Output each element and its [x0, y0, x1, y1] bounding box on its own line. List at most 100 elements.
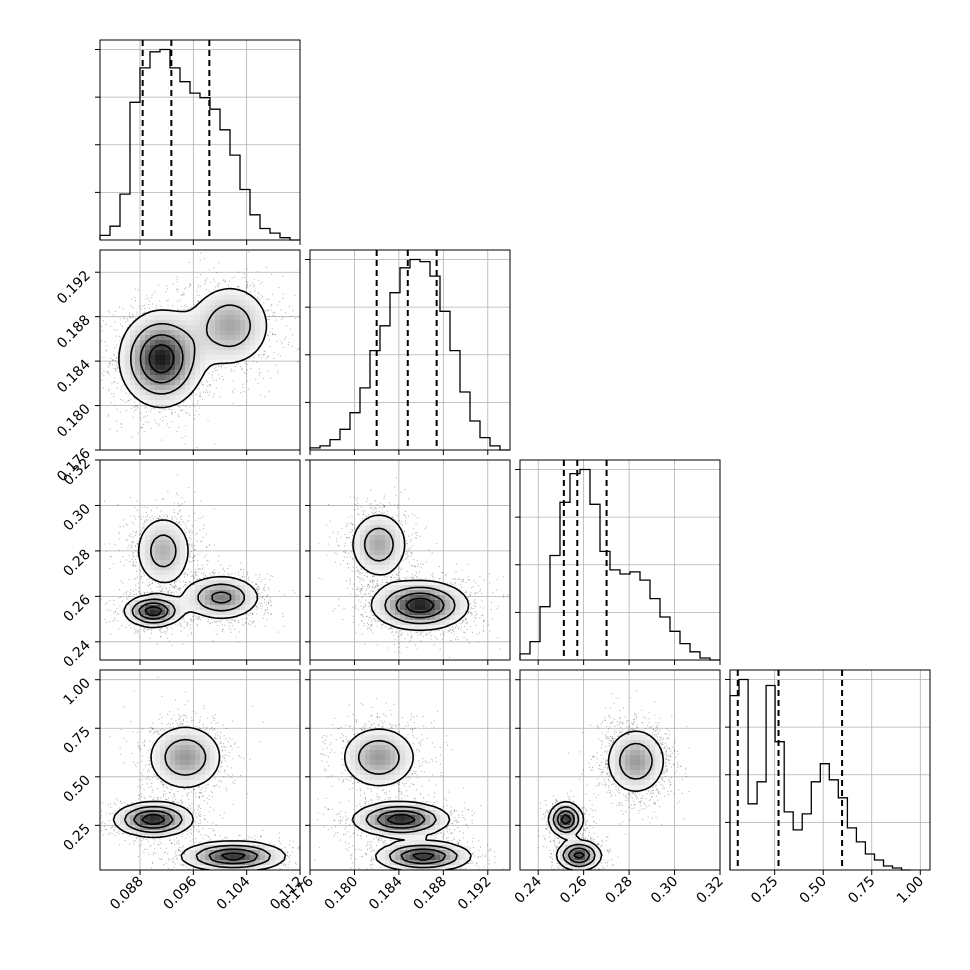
scatter-point: [207, 619, 209, 621]
scatter-point: [135, 593, 137, 595]
scatter-point: [274, 315, 276, 317]
density-cell: [135, 395, 141, 401]
scatter-point: [136, 311, 138, 313]
scatter-point: [196, 446, 198, 448]
scatter-point: [134, 545, 136, 547]
scatter-point: [159, 585, 161, 587]
density-cell: [165, 350, 171, 356]
density-cell: [245, 305, 251, 311]
scatter-point: [187, 625, 189, 627]
density-panel-1-0: [100, 250, 300, 450]
density-cell: [220, 345, 226, 351]
scatter-point: [282, 317, 284, 319]
scatter-point: [264, 601, 266, 603]
scatter-point: [165, 633, 167, 635]
scatter-point: [238, 571, 240, 573]
scatter-point: [267, 609, 269, 611]
scatter-point: [270, 309, 272, 311]
scatter-point: [274, 311, 276, 313]
scatter-point: [111, 393, 113, 395]
density-cell: [245, 310, 251, 316]
scatter-point: [189, 415, 191, 417]
density-cell: [130, 390, 136, 396]
scatter-point: [171, 633, 173, 635]
scatter-point: [102, 320, 104, 322]
scatter-point: [142, 516, 144, 518]
scatter-point: [259, 605, 261, 607]
scatter-point: [255, 583, 257, 585]
scatter-point: [280, 309, 282, 311]
scatter-point: [245, 293, 247, 295]
density-cell: [255, 315, 261, 321]
scatter-point: [245, 280, 247, 282]
scatter-point: [187, 308, 189, 310]
density-cell: [150, 350, 156, 356]
scatter-point: [185, 435, 187, 437]
density-cell: [205, 335, 211, 341]
scatter-point: [197, 403, 199, 405]
scatter-point: [183, 580, 185, 582]
scatter-point: [106, 602, 108, 604]
scatter-point: [258, 355, 260, 357]
scatter-point: [176, 300, 178, 302]
scatter-point: [107, 390, 109, 392]
scatter-point: [192, 574, 194, 576]
scatter-point: [282, 293, 284, 295]
scatter-point: [114, 404, 116, 406]
scatter-point: [212, 293, 214, 295]
scatter-point: [247, 281, 249, 283]
scatter-point: [202, 527, 204, 529]
scatter-point: [247, 571, 249, 573]
density-cell: [215, 345, 221, 351]
scatter-point: [164, 516, 166, 518]
scatter-point: [208, 373, 210, 375]
scatter-point: [166, 300, 168, 302]
density-cell: [225, 340, 231, 346]
scatter-point: [274, 333, 276, 335]
scatter-point: [282, 615, 284, 617]
scatter-point: [115, 369, 117, 371]
density-cell: [125, 360, 131, 366]
density-cell: [180, 325, 186, 331]
scatter-point: [119, 561, 121, 563]
scatter-point: [135, 405, 137, 407]
scatter-point: [118, 589, 120, 591]
density-cell: [155, 375, 161, 381]
scatter-point: [139, 537, 141, 539]
scatter-point: [251, 613, 253, 615]
scatter-point: [116, 409, 118, 411]
scatter-point: [159, 628, 161, 630]
scatter-point: [179, 299, 181, 301]
scatter-point: [100, 595, 102, 597]
density-cell: [255, 310, 261, 316]
scatter-point: [204, 280, 206, 282]
density-cell: [125, 380, 131, 386]
scatter-point: [216, 369, 218, 371]
scatter-point: [218, 262, 220, 264]
scatter-point: [257, 589, 259, 591]
scatter-point: [226, 619, 228, 621]
scatter-point: [269, 579, 271, 581]
scatter-point: [104, 341, 106, 343]
scatter-point: [197, 400, 199, 402]
scatter-point: [171, 644, 173, 646]
scatter-point: [258, 368, 260, 370]
scatter-point: [175, 585, 177, 587]
density-cell: [225, 315, 231, 321]
scatter-point: [199, 578, 201, 580]
density-cell: [240, 335, 246, 341]
density-cell: [130, 355, 136, 361]
scatter-point: [195, 616, 197, 618]
scatter-point: [178, 415, 180, 417]
scatter-point: [260, 353, 262, 355]
scatter-point: [203, 524, 205, 526]
scatter-point: [190, 575, 192, 577]
scatter-point: [253, 284, 255, 286]
density-cell: [170, 395, 176, 401]
density-cell: [125, 350, 131, 356]
density-cell: [225, 355, 231, 361]
scatter-point: [200, 396, 202, 398]
density-cell: [230, 295, 236, 301]
density-cell: [235, 345, 241, 351]
scatter-point: [234, 388, 236, 390]
